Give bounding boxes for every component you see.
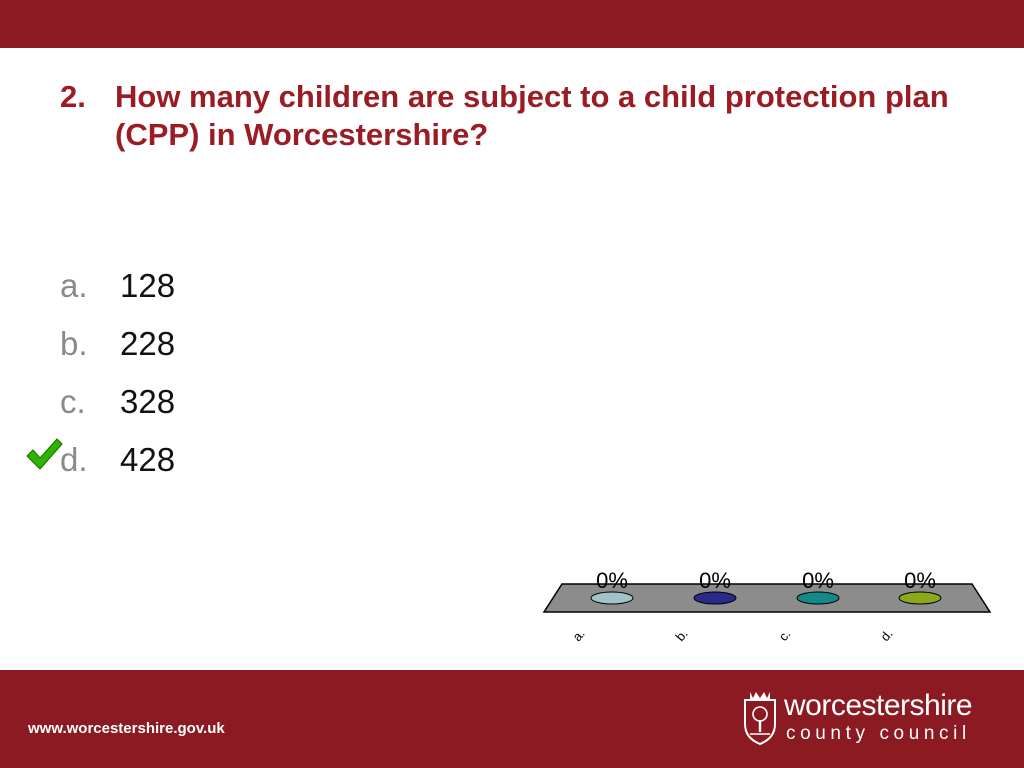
chart-floor bbox=[542, 583, 992, 613]
answer-value: 428 bbox=[120, 441, 176, 478]
chart-bar-b bbox=[693, 591, 737, 605]
results-chart: 0% a. 0% b. 0% c. 0% d. bbox=[542, 568, 992, 644]
answer-value: 228 bbox=[120, 325, 176, 362]
chart-tick-label: c. bbox=[776, 626, 794, 643]
chart-bar-a bbox=[590, 591, 634, 605]
check-icon bbox=[26, 438, 63, 470]
top-bar bbox=[0, 0, 1024, 48]
crest-icon bbox=[744, 692, 776, 746]
chart-data-label: 0% bbox=[802, 568, 834, 593]
chart-data-label: 0% bbox=[904, 568, 936, 593]
logo-subtitle: county council bbox=[786, 723, 971, 744]
chart-tick-label: b. bbox=[672, 626, 690, 644]
answer-letter: c. bbox=[60, 383, 86, 420]
answer-letter: d. bbox=[60, 441, 88, 478]
logo-wordmark: worcestershire bbox=[784, 689, 973, 722]
chart-bar-d bbox=[898, 591, 942, 605]
footer-url[interactable]: www.worcestershire.gov.uk bbox=[28, 720, 225, 737]
chart-data-label: 0% bbox=[596, 568, 628, 593]
council-logo: worcestershire county council bbox=[742, 690, 1006, 750]
footer-bar bbox=[0, 670, 1024, 768]
question-text: How many children are subject to a child… bbox=[115, 79, 949, 152]
chart-tick-label: d. bbox=[877, 626, 895, 644]
chart-bar-c bbox=[796, 591, 840, 605]
answer-value: 328 bbox=[120, 383, 176, 420]
chart-data-label: 0% bbox=[699, 568, 731, 593]
chart-tick-label: a. bbox=[569, 626, 587, 644]
answer-letter: a. bbox=[60, 267, 88, 304]
answer-value: 128 bbox=[120, 267, 176, 304]
answer-letter: b. bbox=[60, 325, 88, 362]
question-number: 2. bbox=[60, 79, 86, 114]
